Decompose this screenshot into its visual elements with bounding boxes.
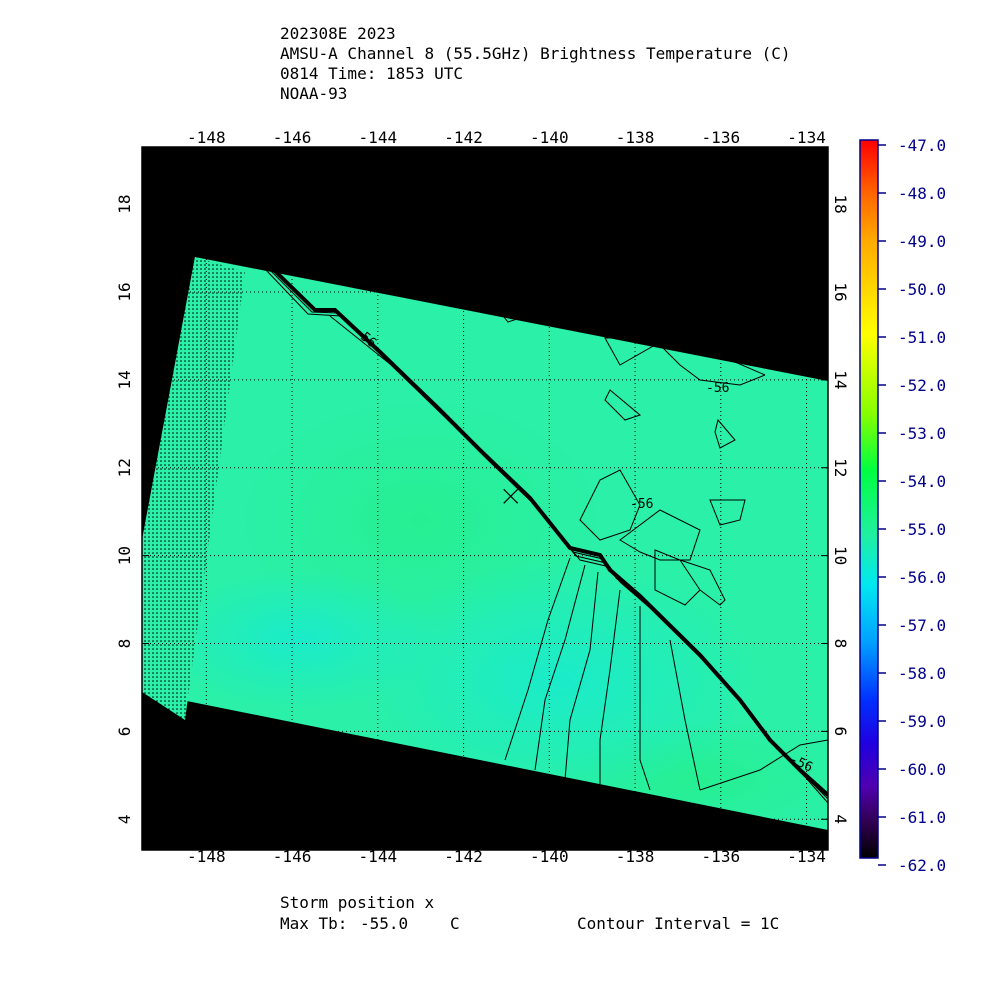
lat-tick-label-left: 10 xyxy=(115,546,134,565)
lon-tick-label-top: -148 xyxy=(187,128,226,147)
colorbar-label: -58.0 xyxy=(898,664,946,683)
colorbar-label: -52.0 xyxy=(898,376,946,395)
lon-tick-label-top: -144 xyxy=(359,128,398,147)
lat-tick-label-right: 12 xyxy=(831,458,850,477)
storm-position-label: Storm position x xyxy=(280,893,435,912)
title-line-3: 0814 Time: 1853 UTC xyxy=(280,64,464,83)
title-line-4: NOAA-93 xyxy=(280,84,348,103)
lon-tick-label-bottom: -146 xyxy=(273,847,312,866)
colorbar-label: -49.0 xyxy=(898,232,946,251)
max-tb-value: -55.0 xyxy=(360,914,409,933)
map-frame xyxy=(141,146,829,851)
lat-tick-label-right: 4 xyxy=(831,814,850,824)
colorbar-label: -50.0 xyxy=(898,280,946,299)
colorbar-label: -59.0 xyxy=(898,712,946,731)
colorbar-label: -56.0 xyxy=(898,568,946,587)
x-mark-icon xyxy=(503,488,519,504)
lat-tick-label-left: 16 xyxy=(115,282,134,301)
contour-label: -56 xyxy=(706,381,729,396)
contour-lines xyxy=(265,268,828,804)
lat-tick-label-right: 14 xyxy=(831,370,850,389)
colorbar-label: -57.0 xyxy=(898,616,946,635)
brightness-field xyxy=(142,257,828,830)
lat-tick-label-right: 8 xyxy=(831,639,850,649)
lon-tick-label-top: -134 xyxy=(787,128,826,147)
lat-tick-label-left: 4 xyxy=(115,814,134,824)
lat-tick-label-left: 8 xyxy=(115,639,134,649)
colorbar-label: -48.0 xyxy=(898,184,946,203)
lat-tick-label-right: 6 xyxy=(831,727,850,737)
lat-tick-label-right: 18 xyxy=(831,194,850,213)
axis-ticks: -148 -148 -146 -146 -144 -144 -142 -142 -140 -140… xyxy=(115,128,850,866)
lon-tick-label-top: -142 xyxy=(444,128,483,147)
lat-tick-label-right: 10 xyxy=(831,546,850,565)
lat-tick-label-right: 16 xyxy=(831,282,850,301)
colorbar-labels: -47.0 -48.0 -49.0 -50.0 -51.0 -52.0 -53.0 -54.0… xyxy=(878,136,946,875)
lat-tick-label-left: 6 xyxy=(115,727,134,737)
contour-label: -56 xyxy=(630,497,653,512)
colorbar-label: -53.0 xyxy=(898,424,946,443)
storm-marker-stroke xyxy=(503,488,519,504)
colorbar-label: -51.0 xyxy=(898,328,946,347)
lon-tick-label-bottom: -142 xyxy=(444,847,483,866)
lon-tick-label-top: -140 xyxy=(530,128,569,147)
max-tb-label: Max Tb: xyxy=(280,914,348,933)
lat-tick-label-left: 14 xyxy=(115,370,134,389)
max-tb-unit: C xyxy=(450,914,460,933)
colorbar-label: -61.0 xyxy=(898,808,946,827)
colorbar-label: -62.0 xyxy=(898,856,946,875)
lon-tick-label-bottom: -148 xyxy=(187,847,226,866)
colorbar-label: -47.0 xyxy=(898,136,946,155)
lon-tick-label-top: -146 xyxy=(273,128,312,147)
lon-tick-label-bottom: -138 xyxy=(616,847,655,866)
title-line-2: AMSU-A Channel 8 (55.5GHz) Brightness Te… xyxy=(280,44,791,63)
lat-tick-label-left: 18 xyxy=(115,194,134,213)
title-line-1: 202308E 2023 xyxy=(280,24,396,43)
colorbar-label: -54.0 xyxy=(898,472,946,491)
colorbar-label: -60.0 xyxy=(898,760,946,779)
colorbar-label: -55.0 xyxy=(898,520,946,539)
colorbar xyxy=(859,139,879,859)
lon-tick-label-bottom: -136 xyxy=(702,847,741,866)
contour-interval-label: Contour Interval = 1C xyxy=(577,914,780,933)
lon-tick-label-top: -136 xyxy=(702,128,741,147)
lon-tick-label-bottom: -140 xyxy=(530,847,569,866)
lon-tick-label-top: -138 xyxy=(616,128,655,147)
lon-tick-label-bottom: -144 xyxy=(359,847,398,866)
lon-tick-label-bottom: -134 xyxy=(787,847,826,866)
lat-tick-label-left: 12 xyxy=(115,458,134,477)
